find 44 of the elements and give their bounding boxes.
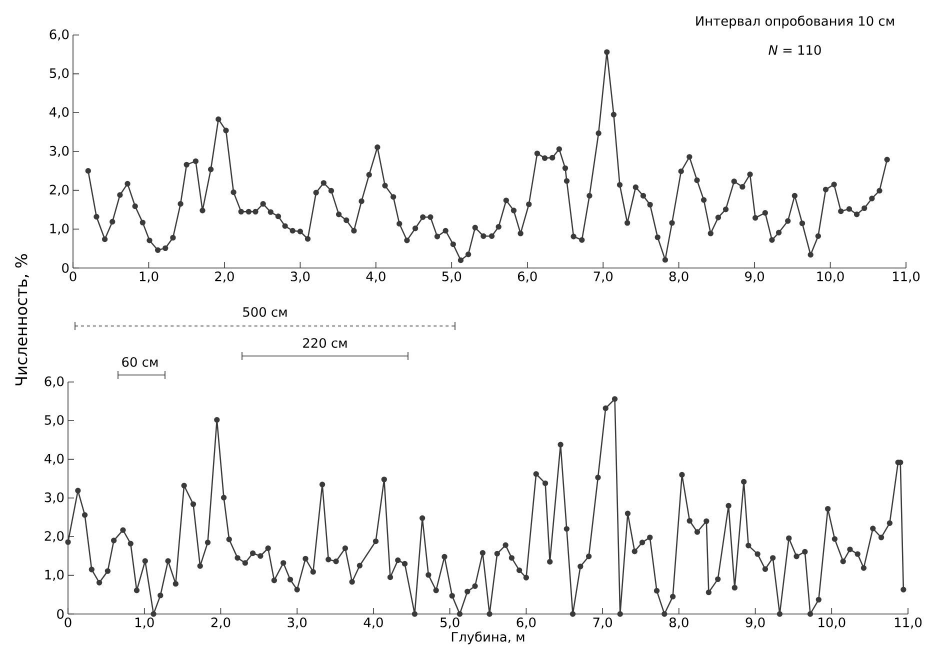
y-tick-label: 5,0 <box>50 68 69 80</box>
x-tick-label: 11,0 <box>895 618 922 629</box>
y-tick-label: 6,0 <box>50 29 69 41</box>
x-tick-label: 7,0 <box>594 272 613 283</box>
x-tick-label: 4,0 <box>364 618 383 629</box>
x-tick-label: 1,0 <box>140 272 158 283</box>
x-tick-label: 8,0 <box>669 618 688 629</box>
x-tick-label: 5,0 <box>440 618 460 629</box>
y-tick-label: 5,0 <box>44 415 64 426</box>
x-tick-label: 0 <box>70 272 76 282</box>
x-tick-label: 5,0 <box>442 272 462 283</box>
y-tick-label: 2,0 <box>50 184 69 196</box>
x-axis-title: Глубина, м <box>452 631 524 644</box>
x-tick-label: 6,0 <box>516 618 536 629</box>
x-tick-label: 10,0 <box>818 618 846 629</box>
annotation: N = 110 <box>768 45 821 55</box>
text: Интервал опробования 10 см <box>696 16 894 28</box>
x-tick-label: 1,0 <box>135 618 154 629</box>
y-tick-label: 1,0 <box>50 224 69 235</box>
text: 500 см <box>243 307 287 317</box>
text: 60 см <box>122 357 158 367</box>
y-tick-label: 3,0 <box>44 492 64 504</box>
x-tick-label: 2,0 <box>211 618 230 629</box>
x-tick-label: 3,0 <box>288 618 307 629</box>
text: 220 см <box>303 338 347 348</box>
x-tick-label: 8,0 <box>669 272 688 283</box>
x-tick-label: 6,0 <box>518 272 537 283</box>
y-tick-label: 0 <box>62 263 69 273</box>
y-tick-label: 1,0 <box>45 570 64 581</box>
y-tick-label: 0 <box>57 609 64 619</box>
y-tick-label: 4,0 <box>44 454 64 465</box>
x-tick-label: 10,0 <box>817 272 844 283</box>
y-tick-label: 6,0 <box>44 376 64 388</box>
x-tick-label: 9,0 <box>745 272 764 283</box>
y-axis-title: Численность, % <box>15 254 29 386</box>
x-tick-label: 3,0 <box>290 272 310 283</box>
x-tick-label: 9,0 <box>746 618 765 629</box>
y-tick-label: 4,0 <box>50 107 69 118</box>
x-tick-label: 2,0 <box>215 272 234 283</box>
x-tick-label: 11,0 <box>893 272 920 283</box>
x-tick-label: 7,0 <box>593 618 612 629</box>
y-tick-label: 3,0 <box>50 146 69 158</box>
x-tick-label: 4,0 <box>366 272 386 283</box>
y-tick-label: 2,0 <box>44 531 64 542</box>
